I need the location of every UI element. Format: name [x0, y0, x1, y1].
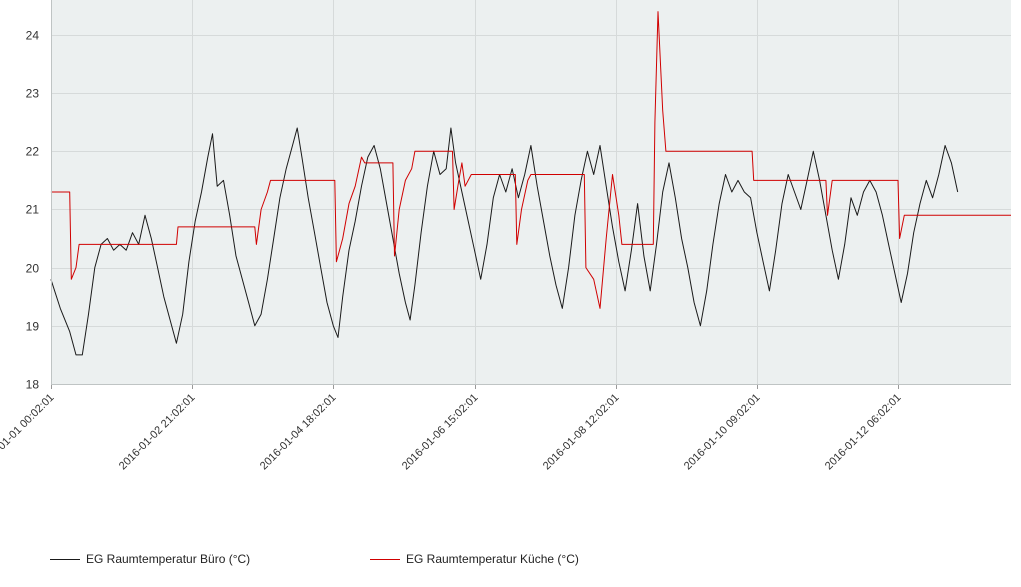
x-tick-label: 2016-01-10 09:02:01	[682, 392, 763, 473]
y-tick-label: 21	[26, 203, 40, 217]
plot-area	[51, 0, 1011, 384]
legend-item-kueche[interactable]: EG Raumtemperatur Küche (°C)	[370, 552, 690, 566]
y-tick-label: 24	[26, 29, 40, 43]
legend-item-buero[interactable]: EG Raumtemperatur Büro (°C)	[50, 552, 370, 566]
series-line-kueche	[50, 11, 1011, 309]
y-tick-label: 18	[26, 378, 40, 392]
series-lines	[50, 11, 1011, 356]
x-tick-label: 2016-01-06 15:02:01	[400, 392, 481, 473]
x-tick-label: 2016-01-04 18:02:01	[258, 392, 339, 473]
y-tick-label: 19	[26, 320, 40, 334]
y-tick-label: 20	[26, 262, 40, 276]
legend: EG Raumtemperatur Büro (°C) EG Raumtempe…	[50, 552, 690, 566]
legend-label-buero: EG Raumtemperatur Büro (°C)	[86, 552, 251, 566]
legend-swatch-kueche	[370, 558, 400, 560]
y-tick-label: 22	[26, 145, 40, 159]
legend-label-kueche: EG Raumtemperatur Küche (°C)	[406, 552, 579, 566]
x-tick-label: 2016-01-01 00:02:01	[0, 392, 57, 473]
legend-swatch-buero	[50, 558, 80, 560]
y-tick-label: 23	[26, 87, 40, 101]
x-tick-label: 2016-01-02 21:02:01	[117, 392, 198, 473]
x-tick-label: 2016-01-08 12:02:01	[541, 392, 622, 473]
x-tick-label: 2016-01-12 06:02:01	[823, 392, 904, 473]
